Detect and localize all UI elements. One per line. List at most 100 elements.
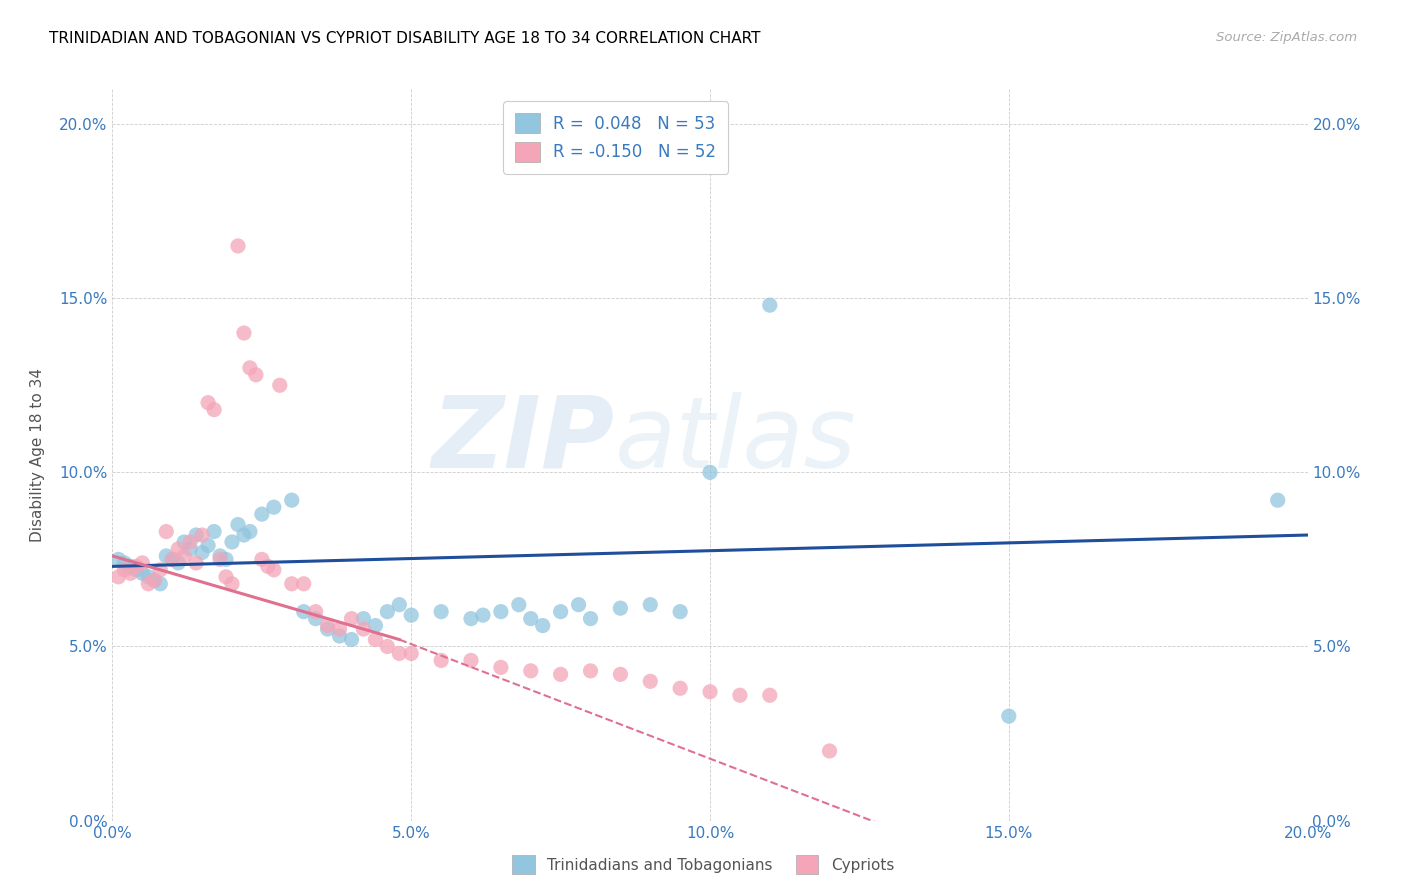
Point [250,507,273,521]
Point [292,605,315,619]
Point [179,535,201,549]
Point [215,552,238,566]
Point [520,612,543,626]
Point [401,647,423,661]
Point [191,528,214,542]
Point [149,576,172,591]
Point [233,326,256,340]
Point [197,395,219,409]
Point [508,598,530,612]
Point [520,664,543,678]
Point [179,541,201,556]
Point [226,239,249,253]
Point [120,566,142,581]
Point [550,667,572,681]
Point [489,605,512,619]
Point [728,688,751,702]
Point [233,528,256,542]
Point [250,552,273,566]
Point [209,552,232,566]
Point [998,709,1021,723]
Point [340,632,363,647]
Legend: R =  0.048   N = 53, R = -0.150   N = 52: R = 0.048 N = 53, R = -0.150 N = 52 [503,101,728,174]
Point [143,574,166,588]
Point [281,493,304,508]
Point [353,612,375,626]
Point [209,549,232,563]
Point [759,688,782,702]
Point [609,667,631,681]
Point [669,681,692,696]
Point [120,559,142,574]
Text: atlas: atlas [614,392,856,489]
Point [340,612,363,626]
Point [364,632,387,647]
Point [579,612,602,626]
Point [579,664,602,678]
Point [364,618,387,632]
Point [568,598,591,612]
Point [215,570,238,584]
Point [269,378,291,392]
Point [245,368,267,382]
Point [818,744,841,758]
Point [640,598,662,612]
Point [173,549,195,563]
Point [149,563,172,577]
Y-axis label: Disability Age 18 to 34: Disability Age 18 to 34 [31,368,45,542]
Point [162,552,183,566]
Point [759,298,782,312]
Text: Source: ZipAtlas.com: Source: ZipAtlas.com [1216,31,1357,45]
Point [162,552,183,566]
Point [430,605,453,619]
Point [460,612,482,626]
Point [125,563,148,577]
Point [388,598,411,612]
Point [191,545,214,559]
Legend: Trinidadians and Tobagonians, Cypriots: Trinidadians and Tobagonians, Cypriots [506,849,900,880]
Point [186,528,208,542]
Point [401,608,423,623]
Point [167,541,190,556]
Point [329,629,352,643]
Point [531,618,554,632]
Text: ZIP: ZIP [432,392,614,489]
Point [460,653,482,667]
Point [305,605,328,619]
Point [226,517,249,532]
Point [167,556,190,570]
Point [239,524,262,539]
Point [263,563,285,577]
Point [388,647,411,661]
Point [107,552,129,566]
Point [138,570,160,584]
Point [292,576,315,591]
Point [305,612,328,626]
Point [155,549,177,563]
Point [316,618,339,632]
Point [239,360,262,375]
Point [221,576,243,591]
Point [377,640,399,654]
Point [257,559,280,574]
Point [472,608,495,623]
Point [430,653,453,667]
Point [377,605,399,619]
Point [609,601,631,615]
Point [107,570,129,584]
Point [1267,493,1289,508]
Point [329,622,352,636]
Point [353,622,375,636]
Point [669,605,692,619]
Point [263,500,285,515]
Point [699,466,721,480]
Point [114,556,135,570]
Point [221,535,243,549]
Point [125,559,148,574]
Point [489,660,512,674]
Point [114,563,135,577]
Point [202,402,225,417]
Point [640,674,662,689]
Point [173,535,195,549]
Text: TRINIDADIAN AND TOBAGONIAN VS CYPRIOT DISABILITY AGE 18 TO 34 CORRELATION CHART: TRINIDADIAN AND TOBAGONIAN VS CYPRIOT DI… [49,31,761,46]
